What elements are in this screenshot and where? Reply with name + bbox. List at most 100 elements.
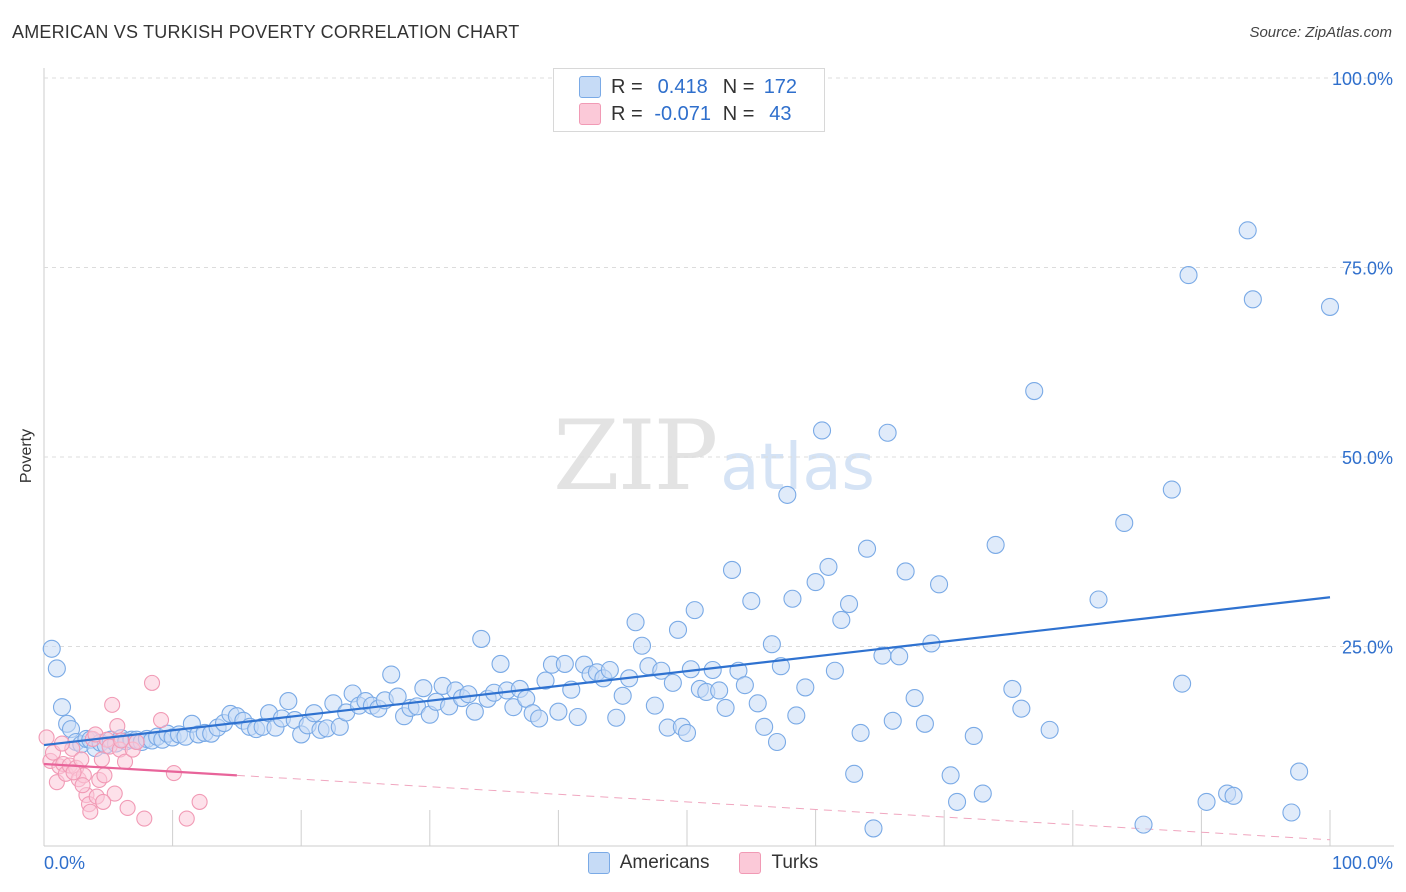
stats-row-turks: R = -0.071 N = 43 bbox=[554, 102, 806, 126]
americans-point bbox=[414, 679, 433, 698]
americans-point bbox=[825, 661, 844, 680]
n-value: 172 bbox=[763, 75, 798, 98]
americans-point bbox=[896, 562, 915, 581]
turks-point bbox=[96, 767, 113, 784]
turks-point bbox=[143, 674, 161, 691]
americans-point bbox=[568, 707, 587, 727]
y-tick-label: 100.0% bbox=[1332, 69, 1393, 89]
turks-trend-line bbox=[43, 762, 237, 777]
americans-legend-swatch-icon bbox=[587, 852, 610, 874]
turks-point bbox=[74, 777, 91, 794]
americans-point bbox=[1243, 290, 1262, 309]
americans-point bbox=[1179, 266, 1198, 285]
americans-point bbox=[806, 573, 825, 592]
x-tick-label: 0.0% bbox=[44, 853, 85, 873]
americans-point bbox=[1115, 513, 1134, 532]
americans-point bbox=[722, 560, 742, 579]
americans-point bbox=[771, 657, 790, 676]
americans-point bbox=[851, 723, 870, 742]
legend-item-americans[interactable]: Americans bbox=[587, 852, 709, 874]
stats-row-americans: R = 0.418 N = 172 bbox=[554, 75, 806, 99]
source-label: Source: ZipAtlas.com bbox=[1249, 24, 1392, 41]
americans-point bbox=[986, 535, 1005, 554]
americans-point bbox=[1290, 762, 1309, 781]
americans-point bbox=[626, 613, 645, 632]
legend-item-turks[interactable]: Turks bbox=[739, 852, 818, 874]
americans-point bbox=[839, 595, 859, 614]
turks-trend-extension bbox=[236, 774, 1331, 841]
americans-point bbox=[613, 686, 632, 705]
americans-point bbox=[883, 711, 902, 730]
americans-point bbox=[796, 678, 815, 697]
americans-point bbox=[973, 784, 992, 803]
americans-point bbox=[491, 654, 510, 673]
americans-point bbox=[735, 676, 754, 695]
americans-point bbox=[1162, 480, 1181, 499]
americans-point bbox=[915, 714, 934, 733]
americans-point bbox=[536, 671, 555, 690]
r-label: R = bbox=[611, 102, 643, 125]
americans-point bbox=[783, 589, 802, 608]
americans-point bbox=[742, 591, 761, 611]
americans-point bbox=[1320, 297, 1340, 316]
americans-point bbox=[632, 636, 652, 655]
r-value: -0.071 bbox=[654, 102, 712, 125]
americans-point bbox=[812, 421, 832, 440]
turks-point bbox=[191, 793, 208, 810]
americans-point bbox=[1040, 720, 1059, 739]
n-label: N = bbox=[722, 75, 755, 98]
turks-point bbox=[38, 729, 55, 746]
americans-point bbox=[600, 660, 619, 680]
americans-point bbox=[382, 665, 401, 684]
americans-point bbox=[465, 702, 484, 721]
americans-point bbox=[716, 698, 735, 717]
americans-point bbox=[645, 696, 664, 715]
americans-point bbox=[787, 706, 806, 725]
turks-point bbox=[136, 810, 153, 827]
americans-point bbox=[1197, 792, 1216, 811]
americans-point bbox=[941, 766, 960, 785]
americans-point bbox=[530, 709, 549, 728]
turks-point bbox=[128, 733, 145, 751]
legend: Americans Turks bbox=[0, 852, 1406, 874]
americans-point bbox=[857, 539, 877, 558]
americans-point bbox=[964, 726, 983, 745]
americans-point bbox=[1003, 679, 1022, 698]
americans-point bbox=[663, 673, 682, 692]
americans-point bbox=[279, 692, 298, 711]
americans-point bbox=[504, 698, 523, 717]
y-tick-label: 25.0% bbox=[1342, 638, 1393, 658]
americans-point bbox=[832, 610, 851, 630]
americans-trend-line bbox=[43, 596, 1331, 747]
americans-point bbox=[845, 764, 864, 783]
americans-point bbox=[1224, 786, 1243, 805]
americans-point bbox=[703, 660, 722, 680]
americans-point bbox=[555, 654, 574, 673]
americans-point bbox=[890, 647, 909, 666]
turks-point bbox=[119, 799, 136, 817]
watermark-atlas: atlas bbox=[720, 431, 875, 505]
americans-point bbox=[930, 575, 949, 594]
turks-point bbox=[152, 711, 170, 729]
americans-point bbox=[1012, 699, 1031, 718]
americans-point bbox=[1173, 674, 1192, 693]
americans-point bbox=[1238, 221, 1257, 240]
turks-point bbox=[165, 765, 182, 782]
turks-point bbox=[178, 810, 195, 827]
americans-point bbox=[748, 694, 767, 713]
x-tick-label: 100.0% bbox=[1332, 853, 1393, 873]
americans-point bbox=[1089, 590, 1108, 609]
watermark: ZIPatlas bbox=[553, 400, 875, 512]
americans-point bbox=[864, 819, 883, 838]
r-value: 0.418 bbox=[657, 75, 708, 98]
turks-legend-swatch-icon bbox=[739, 852, 762, 874]
americans-point bbox=[459, 685, 478, 704]
y-tick-label: 75.0% bbox=[1342, 259, 1393, 279]
americans-point bbox=[472, 629, 491, 648]
y-tick-label: 50.0% bbox=[1342, 448, 1393, 468]
legend-label-turks: Turks bbox=[771, 852, 819, 873]
americans-point bbox=[905, 688, 924, 708]
americans-point bbox=[668, 620, 688, 639]
turks-point bbox=[109, 718, 126, 735]
americans-point bbox=[1134, 815, 1153, 834]
